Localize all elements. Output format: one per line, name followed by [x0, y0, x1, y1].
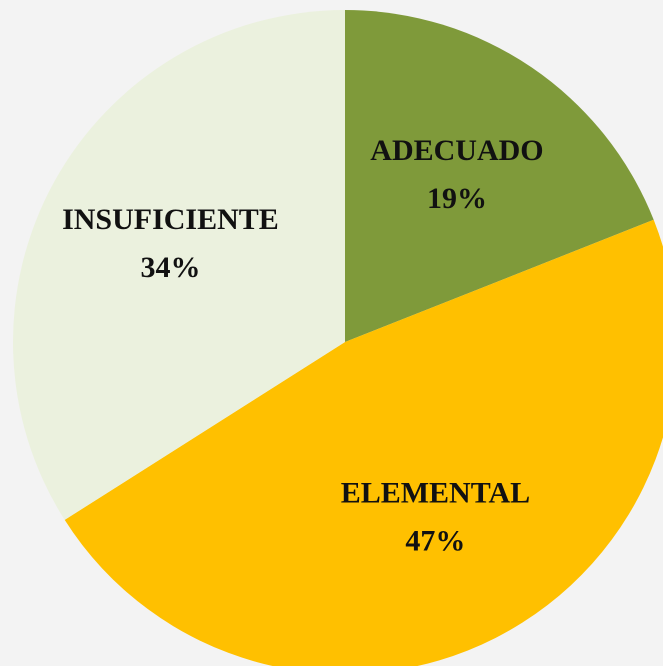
pie-slice — [12, 10, 345, 520]
pie-slice — [345, 10, 654, 342]
pie-slice — [64, 219, 663, 666]
slice-label: ADECUADO — [370, 134, 543, 167]
slice-value-label: 19% — [427, 182, 487, 215]
slice-label: ELEMENTAL — [341, 476, 530, 509]
slice-value-label: 47% — [405, 524, 465, 557]
slice-label: INSUFICIENTE — [62, 203, 279, 236]
slice-value-label: 34% — [140, 251, 200, 284]
